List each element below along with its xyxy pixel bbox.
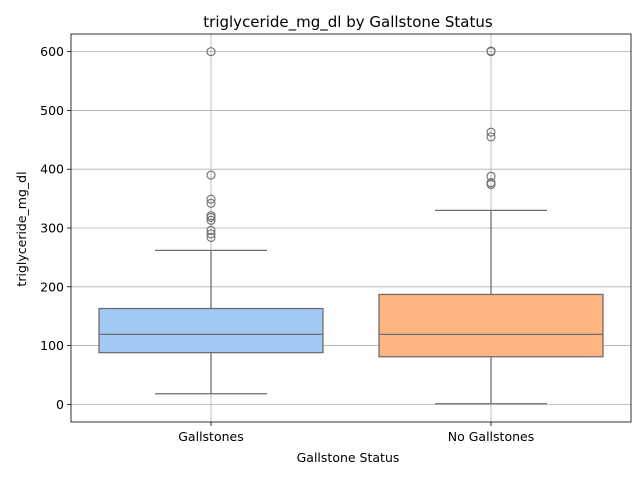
y-tick-label: 100	[40, 338, 64, 353]
boxes	[98, 46, 604, 405]
outlier-point	[206, 211, 216, 221]
y-tick-label: 500	[40, 103, 64, 118]
outlier-point	[486, 178, 496, 188]
y-tick-label: 300	[40, 221, 64, 236]
x-tick-label: Gallstones	[178, 429, 243, 444]
box-group	[98, 47, 324, 395]
outlier-point	[206, 229, 216, 239]
y-tick-label: 0	[56, 397, 64, 412]
y-tick-label: 200	[40, 279, 64, 294]
outlier-point	[206, 232, 216, 242]
box-iqr	[98, 307, 324, 354]
outlier-point	[206, 47, 216, 57]
outlier-point	[486, 46, 496, 56]
outlier-point	[206, 170, 216, 180]
box-group	[378, 46, 604, 405]
x-axis: Gallstones No Gallstones	[178, 422, 534, 444]
box-iqr	[378, 293, 604, 358]
y-axis-label: triglyceride_mg_dl	[14, 171, 29, 286]
y-tick-label: 400	[40, 162, 64, 177]
outlier-point	[206, 215, 216, 225]
outlier-point	[206, 198, 216, 208]
chart-title: triglyceride_mg_dl by Gallstone Status	[203, 13, 493, 32]
y-tick-label: 600	[40, 44, 64, 59]
outlier-point	[486, 127, 496, 137]
outlier-point	[486, 132, 496, 142]
x-axis-label: Gallstone Status	[297, 450, 400, 465]
x-tick-label: No Gallstones	[448, 429, 534, 444]
outlier-point	[206, 194, 216, 204]
outlier-point	[206, 225, 216, 235]
y-axis: 0 100 200 300 400 500 600	[40, 44, 71, 412]
outlier-point	[486, 171, 496, 181]
